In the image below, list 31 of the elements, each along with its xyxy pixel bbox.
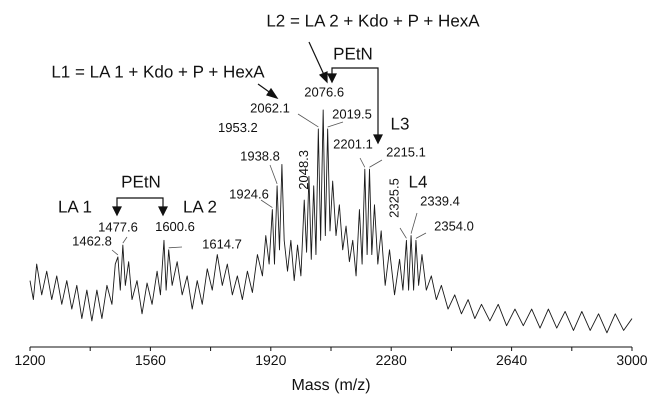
annotation: 2201.1 — [333, 136, 373, 152]
annotation: 1462.8 — [72, 233, 112, 248]
annotation: 2339.4 — [420, 193, 460, 208]
x-tick-label: 1200 — [14, 352, 46, 368]
annotation: 2325.5 — [386, 178, 402, 218]
annotation: 1953.2 — [218, 120, 258, 135]
annotation: LA 2 — [182, 197, 218, 216]
x-tick-label: 3000 — [616, 352, 648, 368]
annotation: 2062.1 — [250, 100, 290, 116]
x-tick-label: 2640 — [496, 352, 528, 368]
annotation: L4 — [408, 172, 428, 192]
annotation: PEtN — [121, 172, 161, 192]
annotation: 1600.6 — [155, 218, 195, 234]
x-axis-title: Mass (m/z) — [291, 377, 371, 394]
annotation: 1938.8 — [240, 148, 280, 164]
text: PEtN — [333, 44, 373, 64]
annotation: 2215.1 — [386, 144, 426, 160]
annotation: 2019.5 — [332, 106, 372, 122]
text: L1 = LA 1 + Kdo + P + HexA — [51, 62, 266, 82]
x-tick-label: 2280 — [376, 352, 407, 368]
annotation: 1614.7 — [202, 236, 242, 252]
x-tick-label: 1920 — [255, 352, 287, 368]
annotation: 2354.0 — [434, 218, 474, 234]
text: L2 = LA 2 + Kdo + P + HexA — [266, 11, 480, 30]
annotation: 2048.3 — [296, 150, 312, 190]
annotation: LA 1 — [58, 197, 92, 216]
annotation: 2076.6 — [304, 84, 344, 100]
annotation: L3 — [390, 114, 410, 134]
x-tick-label: 1560 — [134, 352, 166, 368]
annotation: 1924.6 — [229, 186, 269, 202]
annotation: 1477.6 — [98, 219, 138, 234]
